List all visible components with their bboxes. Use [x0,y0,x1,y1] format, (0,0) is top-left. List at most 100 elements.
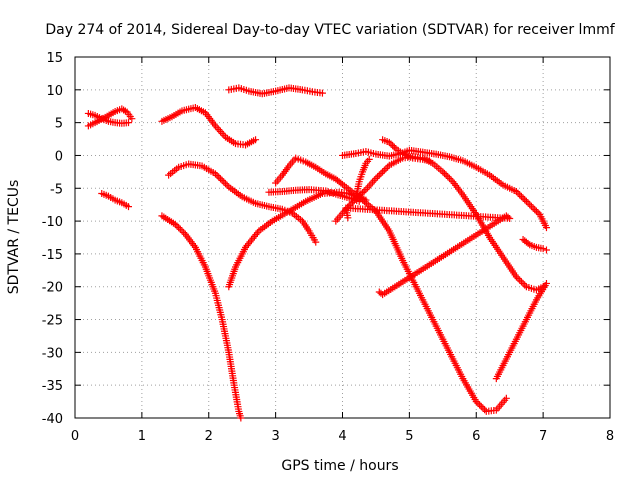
y-axis-label: SDTVAR / TECUs [6,180,22,295]
data-point [216,175,224,183]
data-point [514,189,522,197]
data-point [517,278,525,286]
series-arc-6 [158,212,245,422]
data-point [521,281,529,289]
data-point [180,229,188,237]
data-point [375,171,383,179]
data-point [512,188,520,196]
data-point [223,181,231,189]
y-tick-label: -30 [42,346,63,361]
data-point [382,165,390,173]
data-point [377,170,385,178]
series-arc-9 [265,186,363,205]
series-arc-8 [225,84,326,98]
data-point [380,166,388,174]
data-point [171,220,179,228]
series-arc-2 [84,105,136,130]
data-point [519,194,527,202]
data-point [218,176,226,184]
data-point [354,193,362,201]
data-point [527,202,535,210]
series-arc-14 [352,155,373,202]
y-tick-label: 10 [46,84,63,99]
data-point [516,191,524,199]
y-tick-label: 0 [55,149,63,164]
data-point [365,155,373,163]
series-arc-13 [379,136,433,165]
x-axis-label: GPS time / hours [281,458,398,474]
data-point [125,119,132,127]
data-point [472,398,480,406]
x-tick-label: 1 [138,429,146,444]
series-isolated [342,204,514,299]
series-arc-16 [519,235,550,254]
data-point [517,192,525,200]
data-point [344,214,352,222]
data-point [362,196,370,204]
data-point [439,168,447,176]
data-point [524,199,532,207]
data-point [521,196,529,204]
data-point [425,157,433,165]
y-tick-label: 15 [46,51,63,66]
y-tick-label: -40 [42,412,63,427]
data-point [372,174,380,182]
data-point [542,279,550,287]
data-point [529,204,537,212]
data-point [385,138,393,146]
x-tick-labels: 0 1 2 3 4 5 6 7 8 [71,429,614,444]
data-point [512,273,520,281]
data-point [504,213,512,221]
x-tick-label: 0 [71,429,79,444]
data-point [252,136,260,144]
data-point [514,275,522,283]
y-tick-label: -25 [42,314,63,329]
grid-lines [75,57,610,418]
data-point [221,180,229,188]
data-point [237,414,245,422]
data-point [359,189,367,197]
data-point [360,187,368,195]
data-point [474,399,482,407]
data-point [526,201,534,209]
x-tick-label: 5 [405,429,413,444]
data-point [337,179,345,187]
series-arc-7 [225,188,510,415]
y-tick-label: -10 [42,215,63,230]
data-point [213,171,221,179]
data-point [476,401,484,409]
data-point [542,246,550,254]
y-tick-label: -20 [42,281,63,296]
data-point [502,394,510,402]
data-point [173,222,181,230]
data-point [389,142,397,150]
data-point [374,173,382,181]
data-point [524,239,532,247]
chart-title: Day 274 of 2014, Sidereal Day-to-day VTE… [45,22,615,38]
data-point [444,173,452,181]
y-tick-label: -35 [42,379,63,394]
data-point [220,178,228,186]
data-point [481,406,489,414]
data-point [390,143,398,151]
data-point [387,140,395,148]
data-point [175,224,183,232]
series-arc-4 [158,104,260,149]
data-point [440,170,448,178]
data-point [442,171,450,179]
data-point [531,206,539,214]
data-point [318,89,326,97]
data-point [542,224,550,232]
data-point [479,404,487,412]
data-point [211,170,219,178]
y-tick-label: -15 [42,248,63,263]
data-point [312,238,320,246]
data-point [522,197,530,205]
data-point [534,209,542,217]
series-arc-3 [98,190,132,211]
x-tick-label: 2 [205,429,213,444]
y-tick-label: 5 [55,117,63,132]
data-point [128,115,136,123]
data-point [519,279,527,287]
